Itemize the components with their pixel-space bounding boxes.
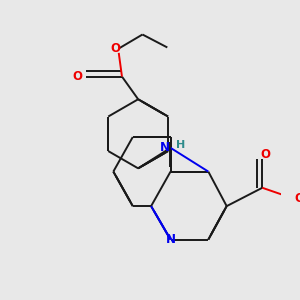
Text: H: H	[176, 140, 185, 150]
Text: O: O	[73, 70, 83, 83]
Text: O: O	[294, 192, 300, 205]
Text: N: N	[160, 141, 170, 154]
Text: N: N	[166, 233, 176, 246]
Text: O: O	[110, 42, 121, 55]
Text: O: O	[260, 148, 271, 161]
